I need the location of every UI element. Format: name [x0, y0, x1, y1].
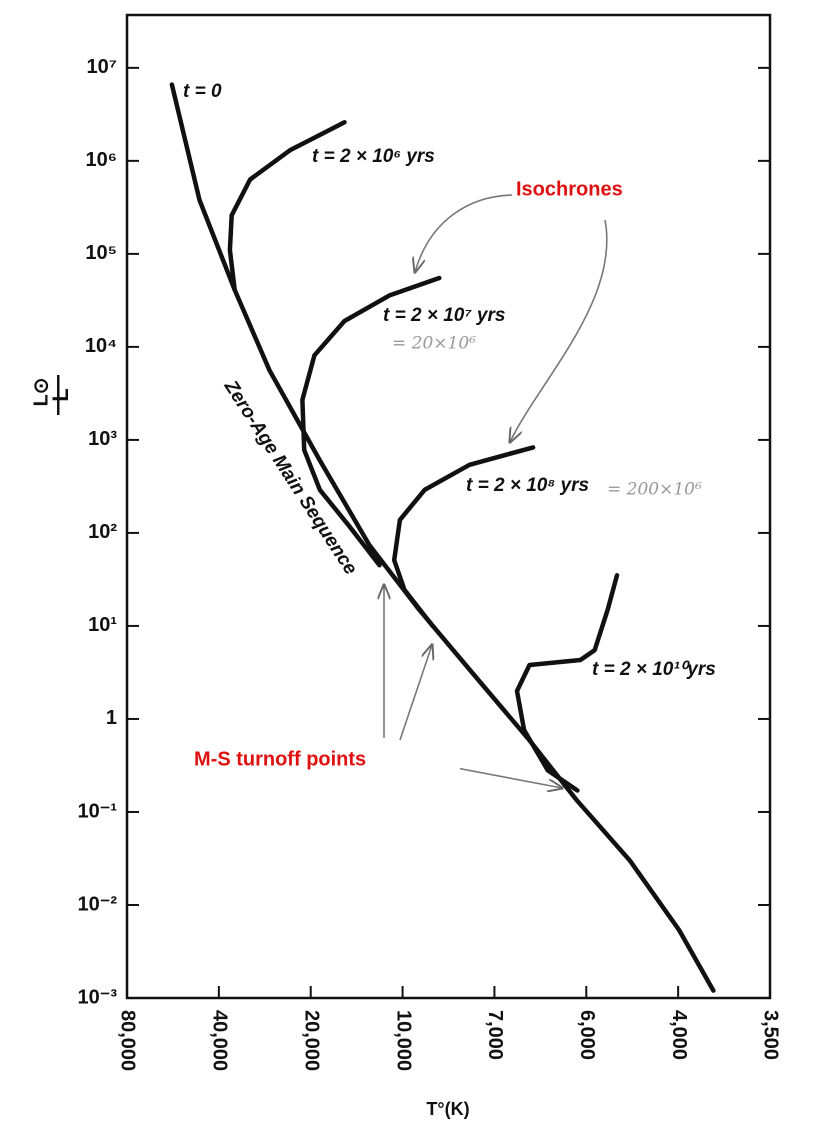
- y-tick-label: 1: [106, 707, 117, 729]
- curve: [391, 445, 536, 629]
- ticks: 10⁷ 10⁶ 10⁵ 10⁴ 10³ 10² 10¹ 1 10⁻¹ 10⁻² 10⁻³80,000…: [78, 56, 782, 1071]
- curve: [514, 573, 620, 793]
- label-box: [190, 742, 460, 780]
- y-axis-label: L: [48, 388, 73, 401]
- turnoff-label: M-S turnoff points: [194, 748, 366, 770]
- curve: [169, 82, 716, 993]
- y-tick-label: 10⁷: [87, 56, 118, 78]
- isochrones-label: Isochrones: [516, 178, 623, 200]
- y-axis-label: L⊙: [30, 378, 52, 407]
- handwritten-note: = 200×10⁶: [607, 480, 702, 500]
- curve-label: t = 0: [183, 81, 222, 102]
- x-tick-label: 3,500: [760, 1010, 782, 1060]
- x-tick-label: 20,000: [300, 1010, 322, 1071]
- x-tick-label: 80,000: [117, 1010, 139, 1071]
- x-tick-label: 10,000: [392, 1010, 414, 1071]
- y-tick-label: 10⁻²: [78, 893, 118, 915]
- x-tick-label: 7,000: [484, 1010, 506, 1060]
- y-tick-label: 10⁶: [86, 149, 117, 171]
- y-tick-label: 10¹: [88, 614, 117, 636]
- fraction-bar: [57, 375, 60, 415]
- y-tick-label: 10⁴: [85, 335, 117, 357]
- curve-label: t = 2 × 10⁶ yrs: [312, 146, 435, 167]
- curve-label: t = 2 × 10⁸ yrs: [466, 475, 589, 496]
- x-axis-label: T°(K): [426, 1099, 469, 1119]
- curve-label: t = 2 × 10¹⁰yrs: [592, 659, 716, 680]
- curve: [227, 120, 347, 293]
- handwritten-note: = 20×10⁶: [392, 334, 476, 354]
- curve-label: t = 2 × 10⁷ yrs: [383, 305, 505, 326]
- x-tick-label: 40,000: [209, 1010, 231, 1071]
- y-tick-label: 10²: [88, 521, 117, 543]
- y-tick-label: 10³: [88, 428, 117, 450]
- arrows: [384, 194, 608, 788]
- plot-frame: [125, 13, 772, 1000]
- x-tick-label: 6,000: [576, 1010, 598, 1060]
- curve: [300, 275, 442, 568]
- y-tick-label: 10⁻³: [78, 986, 118, 1008]
- label-box: [512, 172, 747, 212]
- curves: [169, 82, 716, 993]
- x-tick-label: 4,000: [668, 1010, 690, 1060]
- y-tick-label: 10⁵: [85, 242, 117, 264]
- y-tick-label: 10⁻¹: [78, 800, 118, 822]
